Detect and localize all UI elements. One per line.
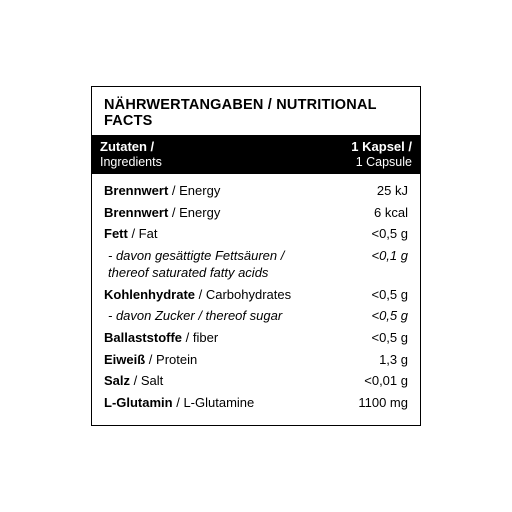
row-value: 1,3 g [379,351,408,369]
table-row: Eiweiß / Protein1,3 g [104,349,408,371]
header-right-en: 1 Capsule [351,155,412,169]
row-value: 6 kcal [374,204,408,222]
row-label: Brennwert / Energy [104,182,377,200]
row-label: Brennwert / Energy [104,204,374,222]
table-row: Brennwert / Energy6 kcal [104,202,408,224]
table-row: Salz / Salt<0,01 g [104,370,408,392]
table-row: - davon Zucker / thereof sugar<0,5 g [104,305,408,327]
header-left-de: Zutaten / [100,140,162,155]
row-label: L-Glutamin / L-Glutamine [104,394,358,412]
nutrition-rows: Brennwert / Energy25 kJBrennwert / Energ… [104,180,408,413]
row-value: <0,5 g [371,307,408,325]
row-label: - davon Zucker / thereof sugar [104,307,371,325]
panel-title: NÄHRWERTANGABEN / NUTRITIONAL FACTS [104,95,408,135]
row-value: <0,1 g [371,247,408,265]
table-row: Fett / Fat<0,5 g [104,223,408,245]
row-value: 25 kJ [377,182,408,200]
row-label: Salz / Salt [104,372,364,390]
row-label: Ballaststoffe / fiber [104,329,371,347]
row-value: <0,5 g [371,286,408,304]
row-value: <0,5 g [371,225,408,243]
header-left: Zutaten / Ingredients [100,140,162,169]
table-row: Kohlenhydrate / Carbohydrates<0,5 g [104,284,408,306]
row-value: <0,01 g [364,372,408,390]
row-label: - davon gesättigte Fettsäuren /thereof s… [104,247,371,282]
table-row: L-Glutamin / L-Glutamine1100 mg [104,392,408,414]
row-value: 1100 mg [358,394,408,412]
header-right-de: 1 Kapsel / [351,140,412,155]
table-row: Brennwert / Energy25 kJ [104,180,408,202]
nutrition-panel: NÄHRWERTANGABEN / NUTRITIONAL FACTS Zuta… [91,86,421,426]
column-header: Zutaten / Ingredients 1 Kapsel / 1 Capsu… [92,135,420,174]
table-row: Ballaststoffe / fiber<0,5 g [104,327,408,349]
header-right: 1 Kapsel / 1 Capsule [351,140,412,169]
table-row: - davon gesättigte Fettsäuren /thereof s… [104,245,408,284]
row-label: Fett / Fat [104,225,371,243]
row-label: Kohlenhydrate / Carbohydrates [104,286,371,304]
row-label: Eiweiß / Protein [104,351,379,369]
header-left-en: Ingredients [100,155,162,169]
row-value: <0,5 g [371,329,408,347]
